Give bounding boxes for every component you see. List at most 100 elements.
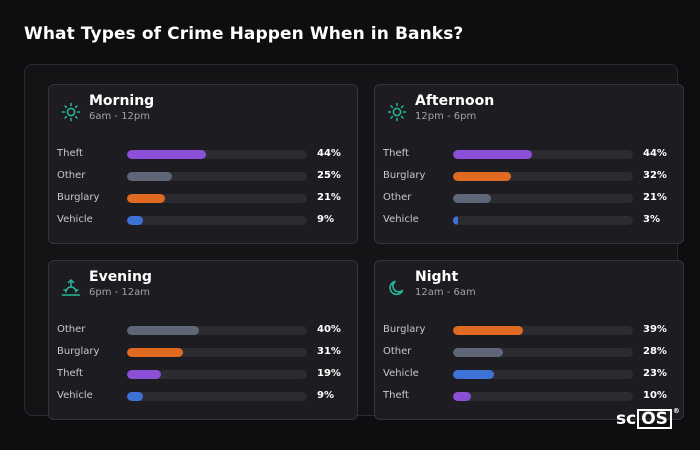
bar-track	[127, 348, 307, 357]
bar-value-label: 23%	[643, 368, 667, 379]
card-subtitle: 12pm - 6pm	[415, 111, 477, 122]
category-label: Burglary	[383, 170, 426, 181]
bar-row-theft: Theft 44%	[383, 147, 673, 161]
bar-row-other: Other 28%	[383, 345, 673, 359]
bar-row-other: Other 40%	[57, 323, 347, 337]
bar-row-theft: Theft 19%	[57, 367, 347, 381]
bar-burglary	[453, 326, 524, 335]
logo-registered-mark: ®	[672, 407, 680, 415]
bar-value-label: 21%	[643, 192, 667, 203]
bar-vehicle	[453, 370, 495, 379]
bar-value-label: 9%	[317, 214, 334, 225]
bar-burglary	[127, 348, 183, 357]
category-label: Theft	[57, 148, 83, 159]
brand-logo: sc OS ®	[616, 407, 680, 430]
bar-value-label: 32%	[643, 170, 667, 181]
card-title: Morning	[89, 93, 155, 109]
bar-burglary	[453, 172, 511, 181]
bar-value-label: 44%	[643, 148, 667, 159]
card-night: Night 12am - 6am Burglary 39% Other 28% Vehi…	[374, 260, 684, 420]
bar-track	[127, 150, 307, 159]
bar-value-label: 31%	[317, 346, 341, 357]
card-subtitle: 12am - 6am	[415, 287, 476, 298]
bar-row-vehicle: Vehicle 9%	[57, 213, 347, 227]
bar-track	[453, 326, 633, 335]
bar-row-other: Other 21%	[383, 191, 673, 205]
bar-track	[127, 370, 307, 379]
category-label: Vehicle	[383, 214, 419, 225]
bar-row-burglary: Burglary 31%	[57, 345, 347, 359]
bar-track	[453, 150, 633, 159]
bar-track	[453, 194, 633, 203]
bar-vehicle	[127, 216, 144, 225]
bar-value-label: 25%	[317, 170, 341, 181]
category-label: Other	[57, 170, 86, 181]
bar-track	[453, 172, 633, 181]
bar-value-label: 10%	[643, 390, 667, 401]
bar-row-vehicle: Vehicle 23%	[383, 367, 673, 381]
bar-row-burglary: Burglary 21%	[57, 191, 347, 205]
bar-track	[127, 194, 307, 203]
card-title: Evening	[89, 269, 152, 285]
bar-value-label: 40%	[317, 324, 341, 335]
bar-track	[127, 392, 307, 401]
category-label: Vehicle	[57, 214, 93, 225]
sunrise-icon	[61, 278, 81, 298]
sun-icon	[387, 102, 407, 122]
bar-value-label: 21%	[317, 192, 341, 203]
logo-prefix: sc	[616, 409, 637, 429]
bar-track	[453, 370, 633, 379]
category-label: Burglary	[57, 346, 100, 357]
bar-row-vehicle: Vehicle 3%	[383, 213, 673, 227]
bar-track	[453, 392, 633, 401]
card-afternoon: Afternoon 12pm - 6pm Theft 44% Burglary 32%…	[374, 84, 684, 244]
category-label: Theft	[383, 148, 409, 159]
bar-row-theft: Theft 10%	[383, 389, 673, 403]
category-label: Other	[57, 324, 86, 335]
bar-row-theft: Theft 44%	[57, 147, 347, 161]
bar-value-label: 28%	[643, 346, 667, 357]
card-subtitle: 6pm - 12am	[89, 287, 151, 298]
bar-theft	[127, 150, 207, 159]
bar-track	[127, 172, 307, 181]
bar-value-label: 39%	[643, 324, 667, 335]
bar-other	[127, 172, 172, 181]
moon-icon	[387, 278, 407, 298]
card-morning: Morning 6am - 12pm Theft 44% Other 25% Burgl…	[48, 84, 358, 244]
category-label: Vehicle	[57, 390, 93, 401]
category-label: Other	[383, 346, 412, 357]
card-title: Night	[415, 269, 459, 285]
bar-value-label: 3%	[643, 214, 660, 225]
category-label: Burglary	[57, 192, 100, 203]
bar-other	[453, 194, 491, 203]
bar-track	[127, 216, 307, 225]
category-label: Other	[383, 192, 412, 203]
category-label: Theft	[383, 390, 409, 401]
sun-icon	[61, 102, 81, 122]
category-label: Vehicle	[383, 368, 419, 379]
bar-theft	[453, 150, 533, 159]
bar-row-burglary: Burglary 32%	[383, 169, 673, 183]
card-evening: Evening 6pm - 12am Other 40% Burglary 31% Th…	[48, 260, 358, 420]
chart-title: What Types of Crime Happen When in Banks…	[24, 24, 464, 44]
card-title: Afternoon	[415, 93, 495, 109]
bar-theft	[453, 392, 471, 401]
bar-vehicle	[127, 392, 144, 401]
bar-other	[127, 326, 199, 335]
bar-track	[453, 216, 633, 225]
category-label: Theft	[57, 368, 83, 379]
bar-value-label: 9%	[317, 390, 334, 401]
category-label: Burglary	[383, 324, 426, 335]
bar-value-label: 19%	[317, 368, 341, 379]
logo-box: OS	[637, 409, 672, 429]
bar-row-burglary: Burglary 39%	[383, 323, 673, 337]
bar-vehicle	[453, 216, 459, 225]
bar-other	[453, 348, 504, 357]
bar-theft	[127, 370, 162, 379]
bar-track	[453, 348, 633, 357]
bar-track	[127, 326, 307, 335]
bar-burglary	[127, 194, 165, 203]
card-subtitle: 6am - 12pm	[89, 111, 151, 122]
bar-value-label: 44%	[317, 148, 341, 159]
bar-row-other: Other 25%	[57, 169, 347, 183]
